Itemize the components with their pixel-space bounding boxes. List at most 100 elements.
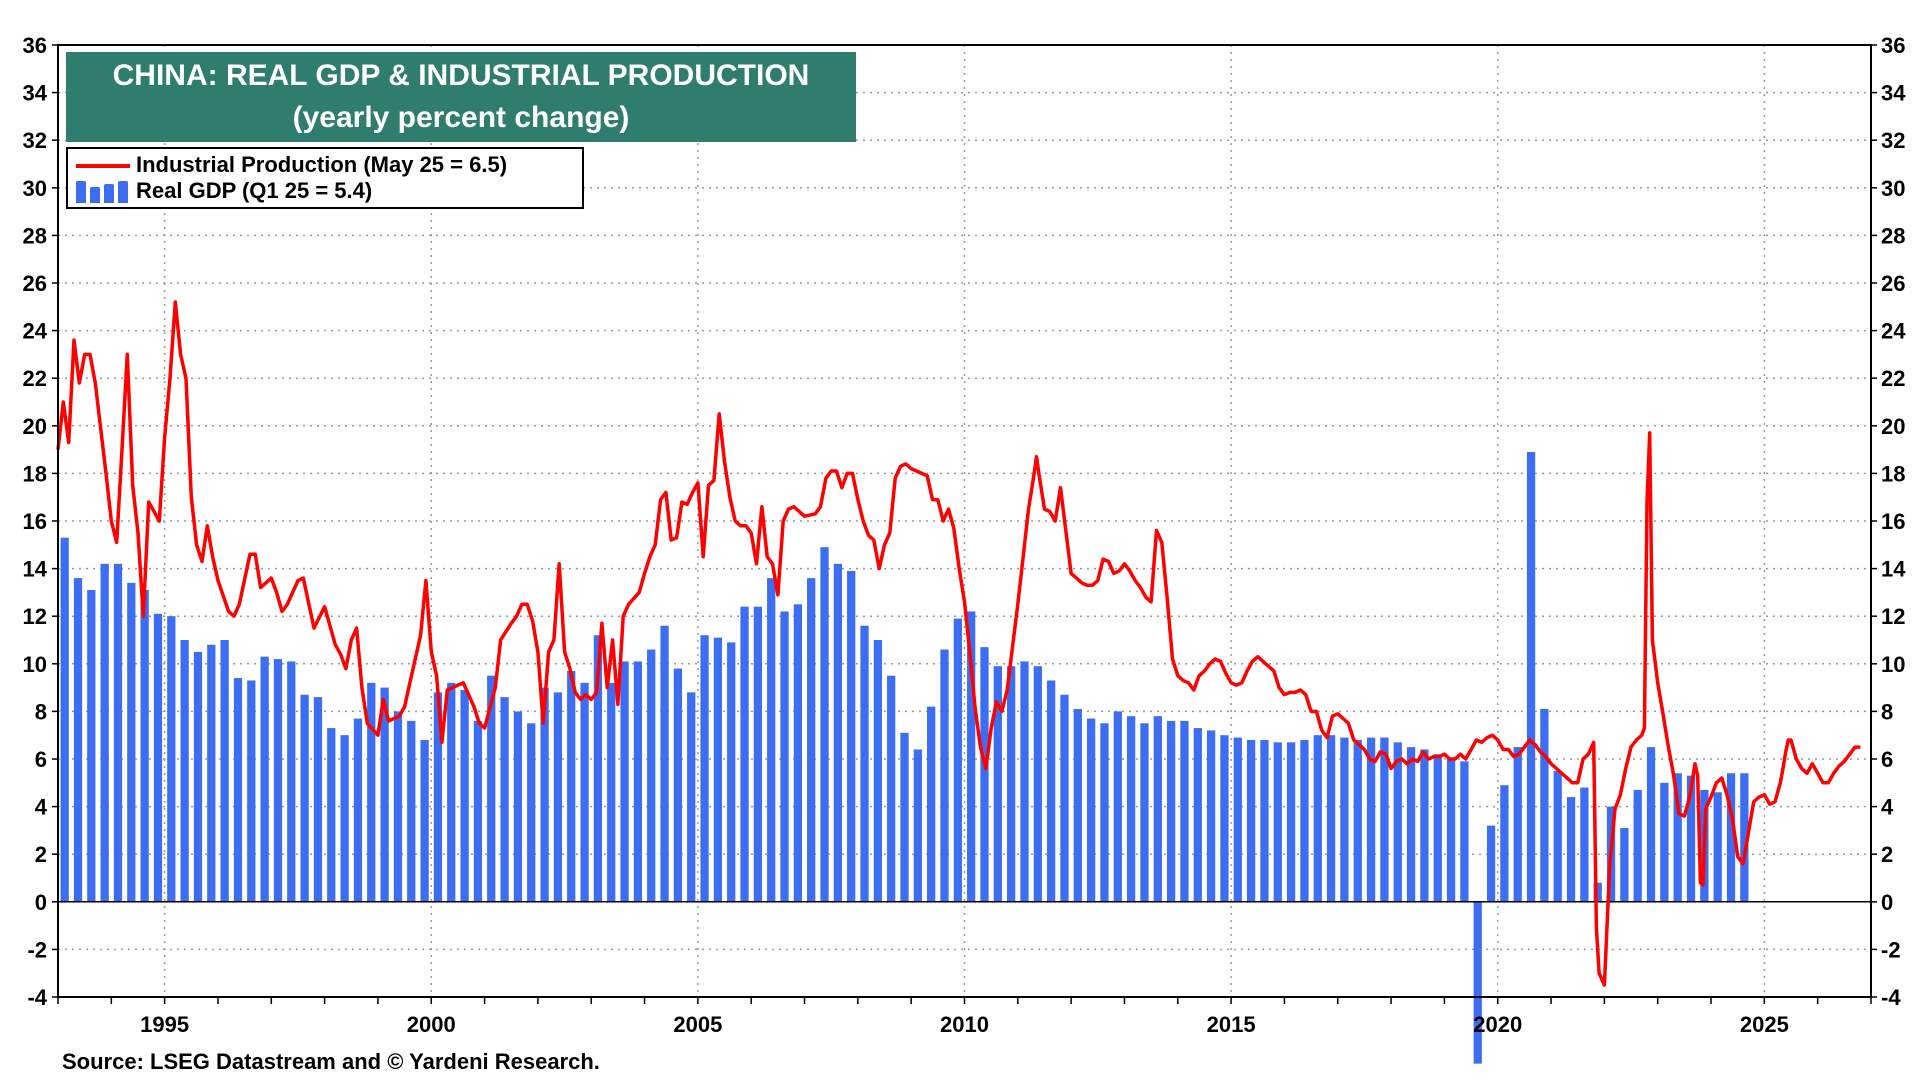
gdp-bar	[1313, 735, 1322, 902]
gdp-bar	[647, 649, 656, 902]
gdp-bar	[1500, 785, 1509, 902]
gdp-bar	[1526, 451, 1536, 902]
y-tick-label-left: 8	[35, 699, 47, 724]
gdp-bar	[513, 711, 523, 902]
x-tick-label: 2015	[1207, 1012, 1256, 1037]
gdp-bar	[1366, 737, 1376, 902]
gdp-bar	[273, 659, 283, 902]
gdp-bar	[1566, 797, 1576, 902]
ip-line-swatch	[76, 164, 130, 168]
gdp-bar	[593, 635, 603, 902]
gdp-bar	[1660, 782, 1669, 902]
x-tick-label: 2005	[673, 1012, 722, 1037]
gdp-bar	[420, 739, 429, 902]
gdp-bar	[1380, 737, 1389, 902]
gdp-bar	[980, 647, 989, 902]
gdp-bar	[1620, 828, 1629, 902]
gdp-bar	[180, 640, 189, 902]
gdp-bar	[300, 694, 309, 902]
gdp-bar	[233, 678, 243, 902]
gdp-bar	[767, 578, 776, 902]
gdp-bar	[153, 613, 163, 902]
gdp-bar	[1406, 747, 1416, 902]
y-tick-label-left: 10	[23, 652, 47, 677]
y-tick-label-left: -2	[27, 937, 47, 962]
gdp-bar	[527, 723, 536, 902]
y-tick-label-right: 36	[1881, 33, 1905, 58]
y-tick-label-right: 34	[1881, 81, 1906, 106]
gdp-bar	[1246, 739, 1256, 902]
gdp-bar	[820, 547, 829, 902]
gdp-bar	[887, 675, 896, 902]
x-tick-label: 2000	[407, 1012, 456, 1037]
gdp-bar	[567, 670, 576, 902]
gdp-bar	[380, 687, 389, 902]
y-tick-label-left: 30	[23, 176, 47, 201]
gdp-bar	[807, 578, 816, 902]
gdp-bar	[953, 618, 962, 902]
gdp-bar	[1353, 739, 1362, 902]
y-tick-label-right: 12	[1881, 604, 1905, 629]
y-tick-label-left: 2	[35, 842, 47, 867]
x-tick-label: 2020	[1473, 1012, 1522, 1037]
gdp-bar	[1273, 742, 1282, 902]
gdp-bar	[793, 604, 802, 902]
y-tick-label-right: 18	[1881, 461, 1905, 486]
y-tick-label-left: 14	[23, 557, 48, 582]
gdp-bar	[1260, 739, 1269, 902]
y-tick-label-left: 0	[35, 890, 47, 915]
gdp-bar	[1020, 661, 1029, 902]
legend-label-gdp: Real GDP (Q1 25 = 5.4)	[136, 178, 373, 203]
gdp-bar	[1060, 694, 1069, 902]
y-tick-label-left: 16	[23, 509, 47, 534]
gdp-bar	[620, 661, 629, 902]
gdp-bar	[393, 711, 403, 902]
gdp-bar	[1113, 711, 1122, 902]
y-tick-label-right: 8	[1881, 699, 1893, 724]
gdp-bar	[340, 735, 349, 902]
y-tick-label-right: 16	[1881, 509, 1905, 534]
gdp-bar	[1286, 742, 1296, 902]
gdp-bar	[913, 749, 922, 902]
gdp-bar	[633, 661, 643, 902]
gdp-bar	[1553, 770, 1562, 902]
y-tick-label-right: 30	[1881, 176, 1905, 201]
x-tick-label: 2010	[940, 1012, 989, 1037]
gdp-bar	[660, 625, 669, 902]
gdp-bar	[1206, 730, 1216, 902]
y-tick-label-left: 28	[23, 223, 47, 248]
gdp-bar	[460, 689, 469, 902]
gdp-bar	[1646, 747, 1656, 902]
ip-line	[56, 300, 1861, 987]
x-axis: 1995 2000 2005 2010 2015 2020 2025	[57, 997, 1872, 1037]
gdp-bar	[1420, 749, 1429, 902]
gdp-bar	[1127, 716, 1136, 902]
gdp-bar	[580, 682, 589, 902]
y-tick-label-left: 20	[23, 414, 47, 439]
gdp-bar	[1153, 716, 1162, 902]
gdp-bar	[873, 640, 882, 902]
gdp-bar	[1513, 747, 1522, 902]
gdp-bar	[353, 718, 363, 902]
gdp-bar	[967, 611, 976, 902]
gdp-bar	[367, 682, 376, 902]
gdp-bar	[327, 728, 336, 902]
gdp-bar	[100, 563, 109, 902]
gdp-bar	[607, 682, 616, 902]
gdp-bar	[927, 706, 936, 902]
y-tick-label-left: 24	[23, 319, 48, 344]
gdp-bar	[1047, 680, 1056, 902]
y-tick-label-right: 28	[1881, 223, 1905, 248]
gdp-bar	[993, 666, 1002, 902]
gdp-bar	[1193, 728, 1202, 902]
gdp-bar	[1460, 761, 1469, 902]
gdp-bar	[713, 637, 723, 902]
gdp-bar	[1726, 773, 1736, 902]
gdp-bar	[1220, 735, 1229, 902]
gdp-bar	[1393, 742, 1402, 902]
gdp-bar	[127, 582, 136, 902]
gdp-bar	[73, 578, 83, 902]
gdp-bar	[260, 656, 269, 902]
gdp-bar	[140, 590, 149, 902]
gdp-bar	[1140, 723, 1149, 902]
